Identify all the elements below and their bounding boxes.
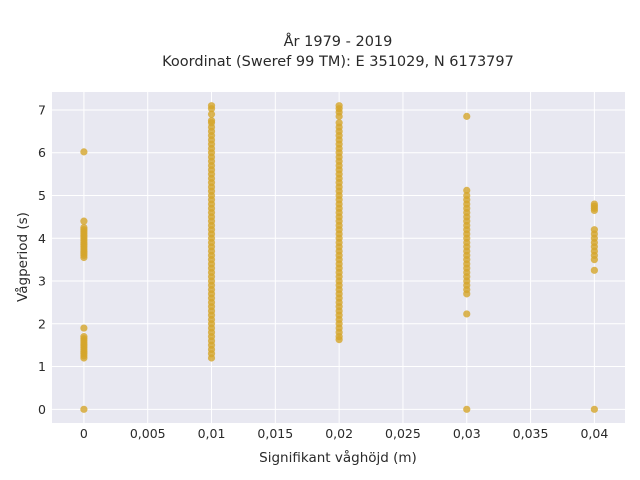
x-tick-label: 0,005 [130, 426, 166, 441]
data-point [80, 333, 88, 341]
x-axis-ticks: 0 0,005 0,01 0,015 0,02 0,025 0,03 0,035 0,04 [80, 426, 608, 441]
data-point [80, 217, 88, 225]
y-axis-label: Vågperiod (s) [14, 212, 31, 302]
data-point [463, 186, 471, 194]
y-tick-label: 5 [38, 188, 46, 203]
y-tick-label: 6 [38, 145, 46, 160]
chart-title-line1: År 1979 - 2019 [284, 33, 393, 50]
chart-title-line2: Koordinat (Sweref 99 TM): E 351029, N 61… [162, 54, 514, 70]
data-point [590, 226, 598, 234]
data-point [80, 148, 88, 156]
data-point [207, 110, 216, 118]
x-tick-label: 0,02 [325, 426, 353, 441]
data-point [80, 324, 88, 332]
y-tick-label: 3 [38, 274, 46, 289]
x-axis-label: Signifikant våghöjd (m) [259, 449, 417, 466]
data-point [590, 200, 598, 208]
x-tick-label: 0,035 [513, 426, 549, 441]
x-tick-label: 0,01 [198, 426, 226, 441]
data-point [590, 266, 598, 274]
y-tick-label: 1 [38, 359, 46, 374]
data-point [80, 223, 88, 232]
data-point [463, 112, 471, 120]
data-point [335, 119, 343, 127]
data-points [80, 102, 598, 413]
data-point [463, 405, 471, 413]
y-tick-label: 2 [38, 316, 46, 331]
data-point [207, 117, 216, 125]
y-tick-label: 7 [38, 102, 46, 117]
data-point [590, 405, 598, 413]
data-point [80, 405, 88, 413]
y-tick-label: 0 [38, 402, 46, 417]
x-tick-label: 0,025 [385, 426, 421, 441]
data-point [207, 102, 216, 110]
data-point [335, 102, 343, 110]
x-tick-label: 0,04 [580, 426, 608, 441]
y-tick-label: 4 [38, 231, 46, 246]
x-tick-label: 0,015 [257, 426, 293, 441]
y-axis-ticks: 0 1 2 3 4 5 6 7 [38, 102, 46, 416]
x-tick-label: 0 [80, 426, 88, 441]
data-point [463, 191, 471, 200]
x-tick-label: 0,03 [453, 426, 481, 441]
data-point [463, 310, 471, 318]
